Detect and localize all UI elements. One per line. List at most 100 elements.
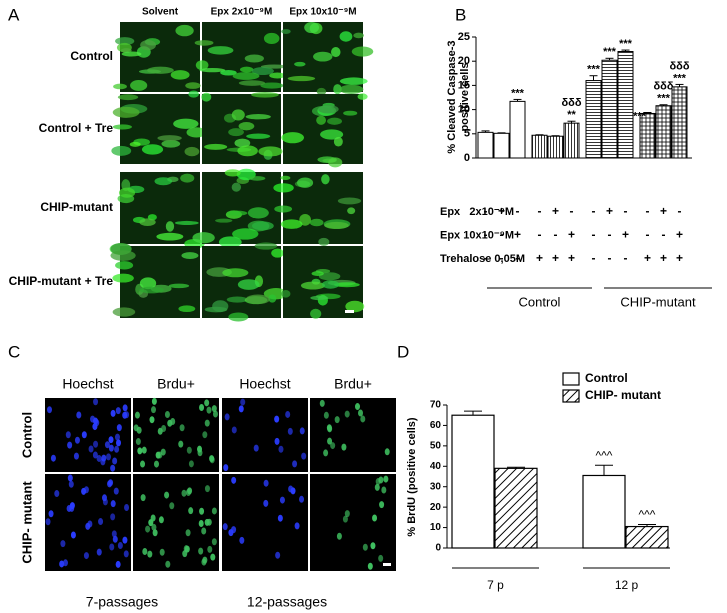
condition-label: Trehalose 0,05M xyxy=(440,253,525,265)
cell xyxy=(300,281,325,290)
legend-swatch xyxy=(562,389,580,403)
cell xyxy=(251,91,279,98)
nucleus xyxy=(155,451,161,459)
cell xyxy=(175,24,194,37)
nucleus xyxy=(108,479,114,487)
nucleus xyxy=(110,500,116,508)
cell xyxy=(321,280,340,289)
nucleus xyxy=(370,542,376,550)
nucleus xyxy=(202,431,208,439)
condition-mark: - xyxy=(516,251,520,265)
nucleus xyxy=(101,454,107,462)
condition-mark: + xyxy=(622,228,629,242)
cell xyxy=(345,300,365,313)
condition-mark: - xyxy=(592,251,596,265)
significance: *** xyxy=(673,72,687,84)
significance: ^^^ xyxy=(596,448,613,462)
legend-swatch xyxy=(562,372,580,386)
nucleus xyxy=(323,449,329,457)
cell xyxy=(161,140,181,148)
nucleus xyxy=(198,547,204,555)
nucleus xyxy=(169,502,175,510)
nucleus xyxy=(186,446,192,454)
condition-mark: - xyxy=(624,251,628,265)
condition-mark: - xyxy=(484,204,488,218)
cell xyxy=(115,261,134,270)
cell xyxy=(112,273,134,283)
nucleus xyxy=(378,554,384,562)
nucleus xyxy=(59,560,65,568)
row-label: CHIP-mutant + Tre xyxy=(9,274,114,288)
nucleus xyxy=(110,513,116,521)
scale-bar xyxy=(345,310,354,313)
nucleus xyxy=(319,399,325,407)
nucleus xyxy=(150,514,156,522)
cell xyxy=(178,305,196,313)
condition-mark: - xyxy=(516,204,520,218)
cell xyxy=(195,60,209,71)
condition-mark: - xyxy=(678,204,682,218)
cell xyxy=(181,252,199,259)
group-label: CHIP-mutant xyxy=(620,294,696,309)
nucleus xyxy=(224,413,230,421)
nucleus xyxy=(164,491,170,499)
cell xyxy=(287,75,316,82)
nucleus xyxy=(50,454,56,462)
condition-mark: - xyxy=(538,204,542,218)
column-header: Epx 2x10⁻⁹M xyxy=(211,7,273,18)
cell xyxy=(118,187,136,198)
cell xyxy=(220,69,237,76)
error-bar xyxy=(638,524,656,527)
cell xyxy=(157,135,182,142)
bar xyxy=(509,100,526,159)
y-tick-label: 20 xyxy=(458,55,470,67)
cell xyxy=(357,93,368,100)
nucleus xyxy=(113,487,119,495)
nucleus xyxy=(68,480,74,488)
nucleus xyxy=(62,559,68,567)
footer-label: 12-passages xyxy=(247,594,327,610)
cell xyxy=(139,218,156,227)
cell xyxy=(246,133,271,139)
nucleus xyxy=(45,518,51,526)
cell xyxy=(333,136,343,147)
condition-mark: - xyxy=(500,228,504,242)
error-bar xyxy=(659,104,668,106)
cell xyxy=(228,312,249,322)
y-tick-label: 60 xyxy=(430,420,442,431)
nucleus xyxy=(187,487,193,495)
y-axis-label: positive cells xyxy=(459,62,471,131)
nucleus xyxy=(137,447,143,455)
bar xyxy=(655,105,672,159)
cell xyxy=(271,248,284,258)
row-label: Control xyxy=(70,49,113,63)
nucleus xyxy=(134,411,140,419)
nucleus xyxy=(92,451,98,459)
error-bar xyxy=(621,49,630,52)
condition-mark: - xyxy=(484,228,488,242)
micrograph xyxy=(281,22,374,96)
error-bar xyxy=(643,112,652,114)
cell xyxy=(328,157,343,168)
nucleus xyxy=(222,523,228,531)
cell xyxy=(115,37,135,46)
cell xyxy=(327,117,343,125)
cell xyxy=(239,66,254,73)
micrograph xyxy=(310,398,396,472)
nucleus xyxy=(231,476,237,484)
nucleus xyxy=(151,406,157,414)
nucleus xyxy=(323,411,329,419)
cell xyxy=(215,218,233,223)
nucleus xyxy=(161,425,167,433)
bar xyxy=(671,86,688,159)
error-bar xyxy=(595,464,613,476)
cell xyxy=(201,92,212,102)
nucleus xyxy=(133,424,139,432)
error-bar xyxy=(507,466,525,469)
nucleus xyxy=(140,460,146,468)
cell xyxy=(110,250,136,261)
nucleus xyxy=(362,543,368,551)
cell xyxy=(174,220,199,226)
condition-mark: - xyxy=(646,228,650,242)
